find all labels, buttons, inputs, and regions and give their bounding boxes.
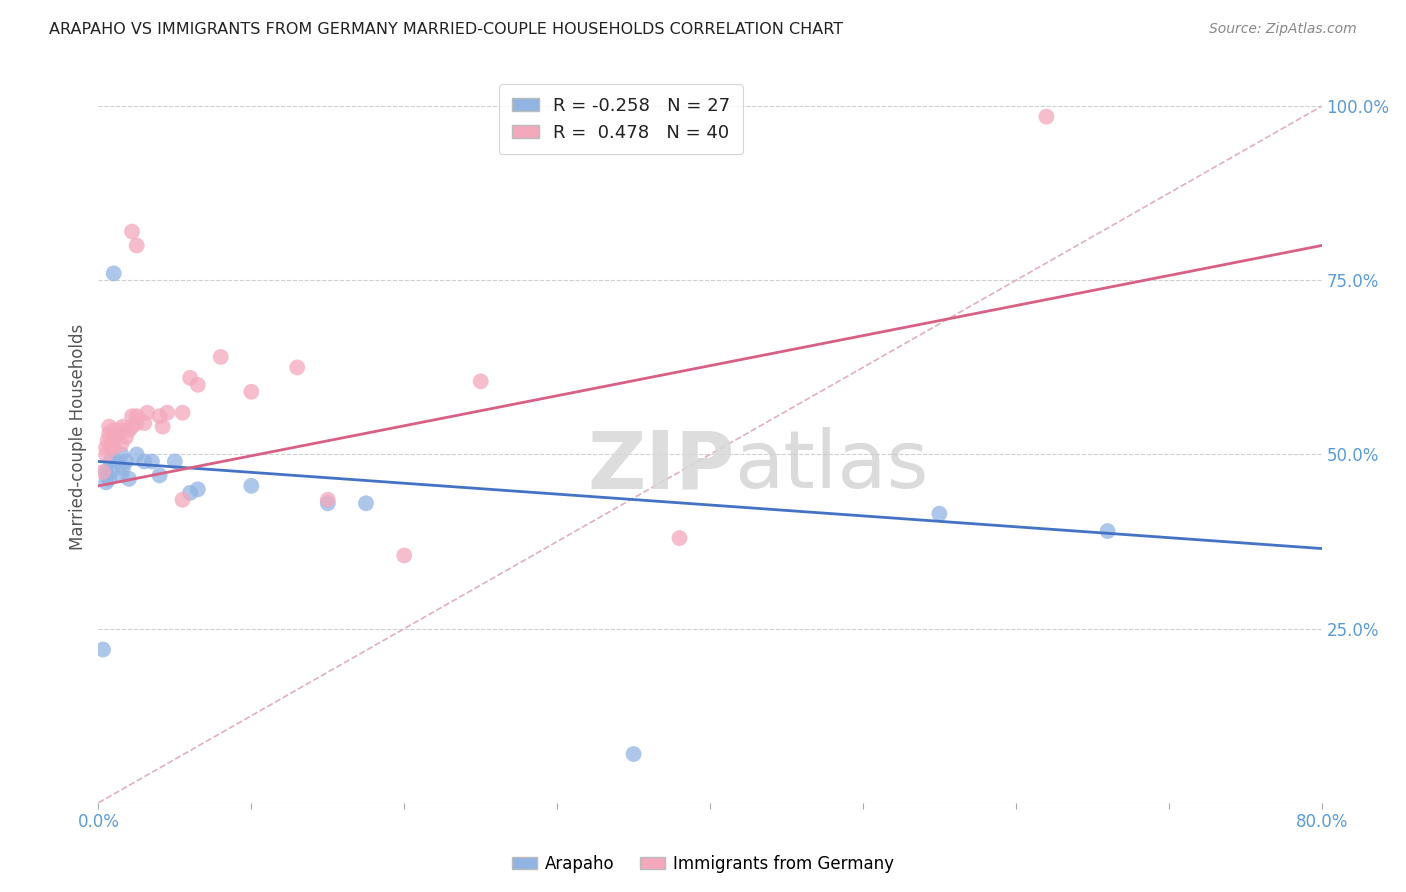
Point [163, 454, 186, 468]
Point [209, 350, 232, 364]
Point [285, 360, 308, 375]
Point [121, 419, 143, 434]
Point [101, 430, 124, 444]
Point [100, 441, 122, 455]
Point [125, 238, 148, 252]
Point [141, 454, 163, 468]
Point [240, 384, 263, 399]
Point [1035, 110, 1057, 124]
Point [156, 406, 179, 420]
Point [111, 461, 134, 475]
Point [107, 426, 129, 441]
Legend: R = -0.258   N = 27, R =  0.478   N = 40: R = -0.258 N = 27, R = 0.478 N = 40 [499, 84, 742, 154]
Point [354, 496, 377, 510]
Point [94, 475, 117, 490]
Text: ZIP: ZIP [588, 427, 734, 506]
Point [94, 465, 117, 479]
Point [97, 434, 120, 448]
Point [125, 409, 148, 424]
Point [98, 472, 121, 486]
Point [94, 441, 117, 455]
Point [121, 225, 143, 239]
Point [91, 465, 114, 479]
Point [110, 423, 132, 437]
Point [105, 454, 128, 468]
Point [928, 507, 950, 521]
Point [149, 409, 172, 424]
Point [103, 266, 125, 280]
Point [118, 472, 141, 486]
Point [125, 416, 148, 430]
Point [470, 375, 492, 389]
Point [115, 430, 138, 444]
Point [240, 479, 263, 493]
Point [125, 448, 148, 462]
Point [134, 416, 156, 430]
Point [179, 485, 201, 500]
Point [152, 419, 174, 434]
Point [97, 468, 120, 483]
Point [316, 496, 339, 510]
Point [91, 642, 114, 657]
Point [172, 492, 194, 507]
Point [98, 419, 121, 434]
Point [111, 419, 134, 434]
Legend: Arapaho, Immigrants from Germany: Arapaho, Immigrants from Germany [505, 848, 901, 880]
Point [623, 747, 645, 761]
Text: atlas: atlas [734, 427, 929, 506]
Point [187, 483, 209, 497]
Point [118, 423, 141, 437]
Point [103, 423, 125, 437]
Point [110, 448, 132, 462]
Point [136, 406, 159, 420]
Y-axis label: Married-couple Households: Married-couple Households [69, 324, 87, 550]
Point [115, 454, 138, 468]
Point [179, 371, 201, 385]
Point [94, 448, 117, 462]
Point [110, 437, 132, 451]
Point [134, 454, 156, 468]
Point [1097, 524, 1119, 538]
Point [121, 409, 143, 424]
Point [149, 468, 172, 483]
Point [392, 549, 416, 563]
Text: Source: ZipAtlas.com: Source: ZipAtlas.com [1209, 22, 1357, 37]
Point [100, 454, 122, 468]
Text: ARAPAHO VS IMMIGRANTS FROM GERMANY MARRIED-COUPLE HOUSEHOLDS CORRELATION CHART: ARAPAHO VS IMMIGRANTS FROM GERMANY MARRI… [49, 22, 844, 37]
Point [187, 377, 209, 392]
Point [316, 492, 339, 507]
Point [98, 426, 121, 441]
Point [172, 406, 194, 420]
Point [103, 441, 125, 455]
Point [110, 468, 132, 483]
Point [100, 465, 122, 479]
Point [105, 430, 128, 444]
Point [668, 531, 690, 545]
